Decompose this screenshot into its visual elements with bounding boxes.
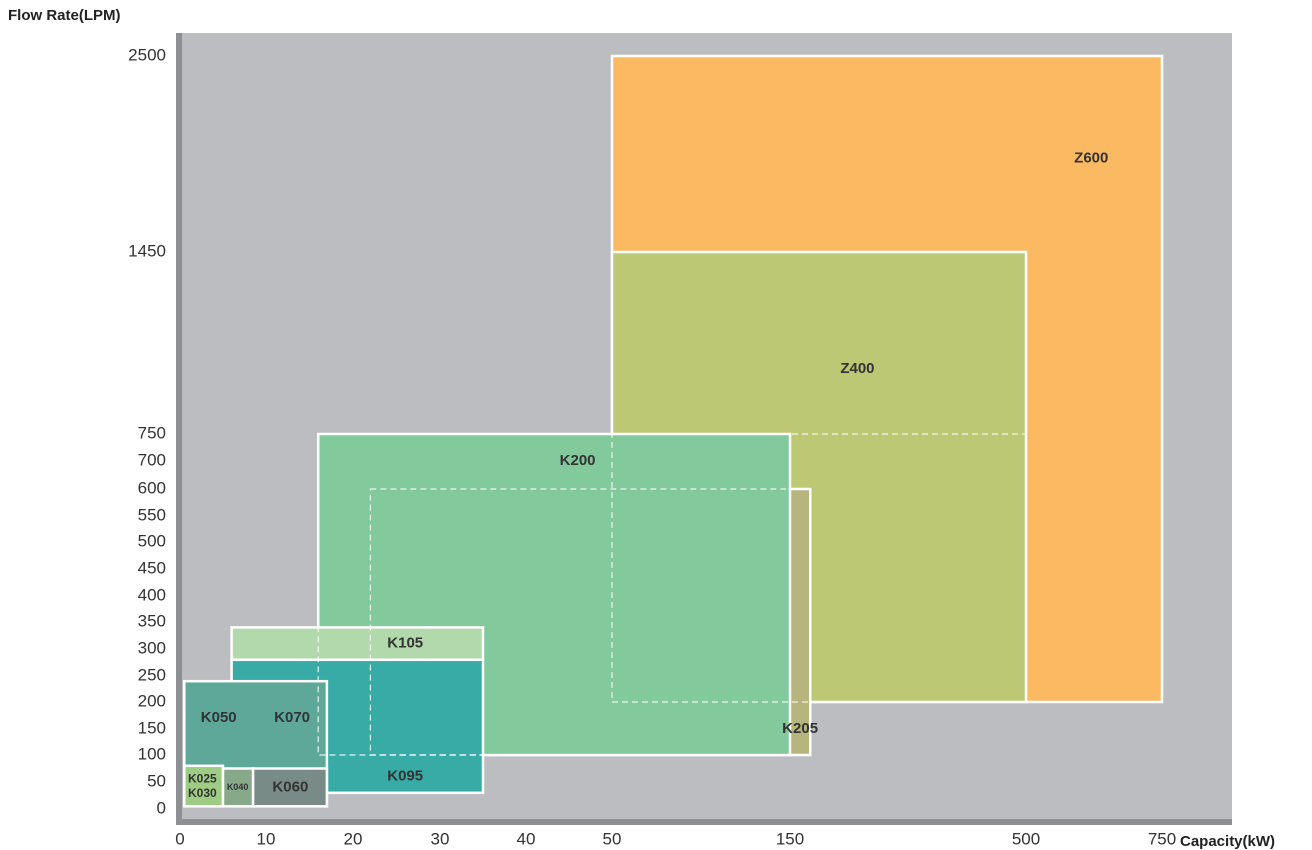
y-tick-label: 300 <box>138 638 166 657</box>
y-tick-label: 600 <box>138 478 166 497</box>
dashed-outline-z400 <box>611 433 1027 703</box>
y-tick-label: 2500 <box>128 45 166 64</box>
y-axis-line <box>176 33 182 825</box>
dashed-outline-k200 <box>317 626 484 756</box>
y-tick-label: 750 <box>138 423 166 442</box>
label-k050: K050 <box>201 709 237 726</box>
box-k025-k030 <box>183 764 225 808</box>
y-tick-label: 150 <box>138 718 166 737</box>
y-tick-label: 400 <box>138 585 166 604</box>
y-tick-label: 550 <box>138 505 166 524</box>
y-tick-label: 350 <box>138 611 166 630</box>
y-tick-label: 100 <box>138 744 166 763</box>
label-z400: Z400 <box>840 360 874 377</box>
y-tick-label: 1450 <box>128 241 166 260</box>
label-k070: K070 <box>274 709 310 726</box>
dashed-outline-k205 <box>369 488 811 756</box>
x-tick-label: 0 <box>175 829 184 848</box>
y-tick-label: 450 <box>138 558 166 577</box>
label-k105: K105 <box>387 635 423 652</box>
label-k205: K205 <box>782 720 818 737</box>
series-group <box>183 54 1164 808</box>
x-tick-label: 40 <box>517 829 536 848</box>
x-tick-label: 50 <box>603 829 622 848</box>
box-k105 <box>230 626 485 662</box>
label-k200: K200 <box>560 452 596 469</box>
series-labels: Z600 Z400 K200 K205 K105 K095 K050 K070 K025K030… <box>188 150 1108 800</box>
y-tick-label: 700 <box>138 450 166 469</box>
dashed-outlines <box>317 433 1027 756</box>
y-tick-label: 500 <box>138 531 166 550</box>
x-tick-label: 20 <box>344 829 363 848</box>
box-k060 <box>251 767 329 808</box>
y-tick-label: 50 <box>147 771 166 790</box>
y-tick-labels: 0 50 100 150 200 250 300 350 400 450 500 550 600 700 7… <box>128 45 166 817</box>
x-axis-label: Capacity(kW) <box>1180 833 1275 850</box>
x-tick-label: 750 <box>1148 829 1176 848</box>
label-z600: Z600 <box>1074 150 1108 167</box>
x-axis-line <box>176 819 1232 825</box>
x-tick-labels: 0 10 20 30 40 50 150 500 750 <box>175 829 1176 848</box>
label-k095: K095 <box>387 768 423 785</box>
y-axis-label: Flow Rate(LPM) <box>8 7 121 24</box>
y-tick-label: 200 <box>138 691 166 710</box>
label-k040: K040 <box>227 782 249 792</box>
label-k030: K030 <box>188 786 217 800</box>
x-tick-label: 10 <box>257 829 276 848</box>
label-k025: K025 <box>188 771 217 785</box>
y-tick-label: 0 <box>157 798 166 817</box>
y-tick-label: 250 <box>138 665 166 684</box>
x-tick-label: 150 <box>776 829 804 848</box>
x-tick-label: 30 <box>431 829 450 848</box>
label-k060: K060 <box>272 778 308 795</box>
x-tick-label: 500 <box>1012 829 1040 848</box>
